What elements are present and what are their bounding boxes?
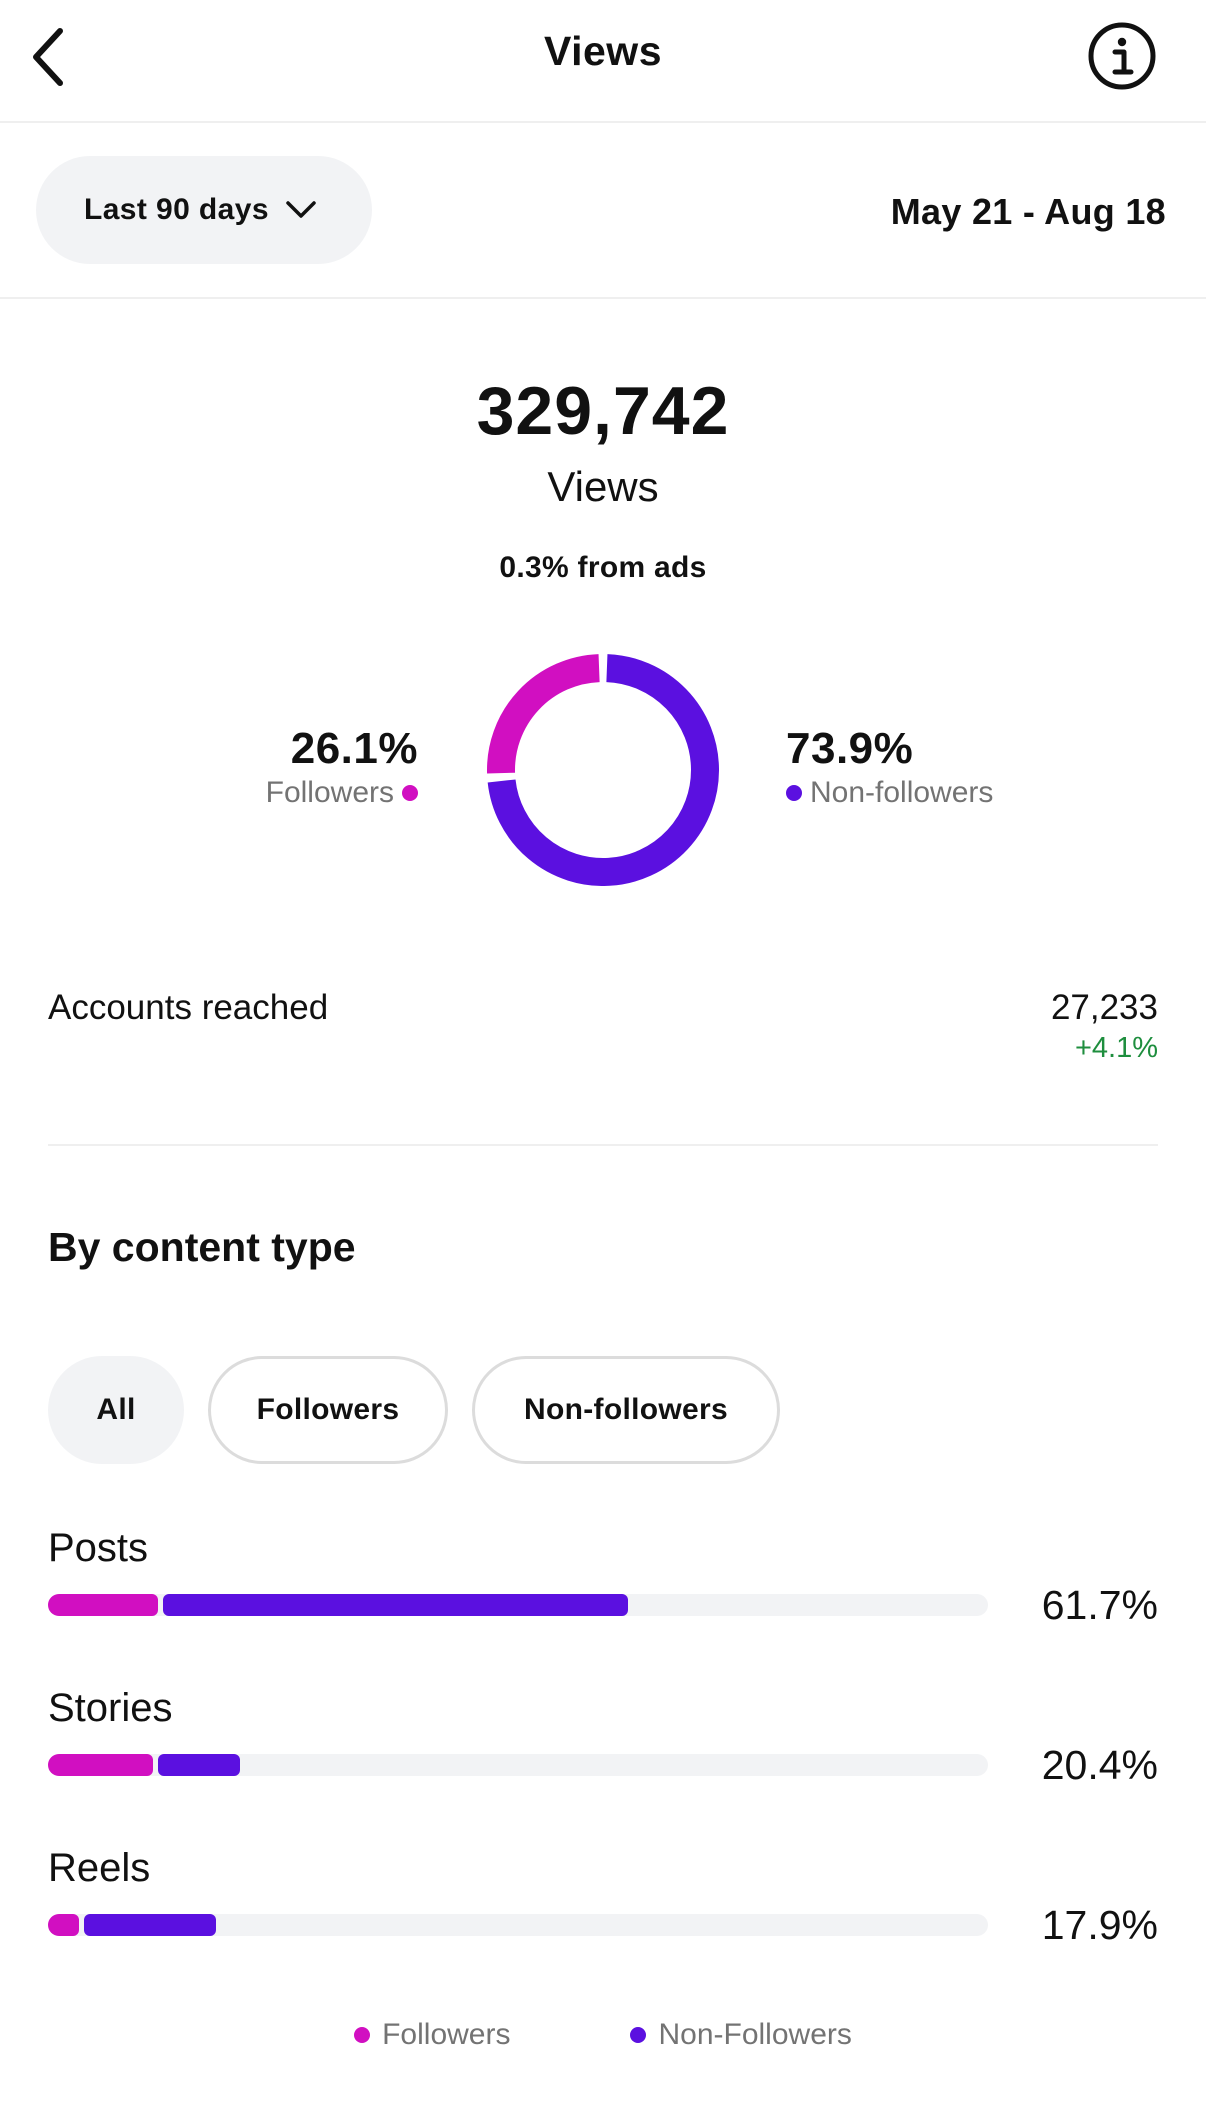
info-button[interactable] [1086, 20, 1158, 92]
total-views-value: 329,742 [476, 373, 730, 449]
accounts-reached-row[interactable]: Accounts reached 27,233 +4.1% [48, 982, 1158, 1082]
chevron-down-icon [286, 201, 316, 218]
legend-nonfollowers-dot-icon [630, 2027, 647, 2043]
legend-followers: Followers [354, 2018, 510, 2052]
legend-followers-label: Followers [382, 2018, 511, 2051]
legend-nonfollowers-label: Non-Followers [658, 2018, 852, 2051]
donut-nonfollowers-segment [487, 654, 719, 886]
followers-split-label: Followers [266, 776, 418, 810]
content-row-reels[interactable]: Reels 17.9% [48, 1846, 1158, 1986]
accounts-reached-change: +4.1% [1074, 1032, 1158, 1064]
content-type-title: By content type [48, 1224, 356, 1270]
followers-split: 26.1% Followers [266, 724, 418, 810]
date-range-dropdown[interactable]: Last 90 days [36, 156, 372, 264]
top-bar: Views [0, 0, 1206, 123]
total-views-label: Views [547, 463, 659, 510]
legend-followers-dot-icon [354, 2027, 371, 2043]
date-filter-row: Last 90 days May 21 - Aug 18 [0, 123, 1206, 299]
content-row-percentage: 61.7% [1041, 1582, 1158, 1628]
nonfollowers-split: 73.9% Non-followers [786, 724, 993, 810]
content-row-name: Stories [48, 1686, 173, 1730]
followers-bar [48, 1754, 154, 1776]
content-row-stories[interactable]: Stories 20.4% [48, 1686, 1158, 1826]
nonfollowers-bar [162, 1594, 628, 1616]
content-row-name: Posts [48, 1526, 149, 1570]
content-row-percentage: 17.9% [1041, 1902, 1158, 1948]
chevron-left-icon [33, 28, 63, 86]
accounts-reached-label: Accounts reached [48, 988, 329, 1027]
audience-filter-tabs: All Followers Non-followers [48, 1356, 780, 1464]
content-bar-track [48, 1594, 988, 1616]
ads-percentage-note: 0.3% from ads [499, 551, 707, 584]
followers-bar [48, 1914, 80, 1936]
followers-label: Followers [265, 776, 394, 809]
content-row-name: Reels [48, 1846, 151, 1890]
section-divider [48, 1144, 1158, 1146]
followers-bar [48, 1594, 158, 1616]
date-range-dropdown-label: Last 90 days [84, 193, 269, 226]
nonfollowers-dot-icon [786, 785, 802, 801]
accounts-reached-value: 27,233 [1050, 988, 1158, 1027]
nonfollowers-bar [84, 1914, 217, 1936]
followers-dot-icon [402, 785, 418, 801]
nonfollowers-split-label: Non-followers [786, 776, 993, 810]
nonfollowers-percentage: 73.9% [786, 724, 914, 773]
tab-non-followers[interactable]: Non-followers [472, 1356, 780, 1464]
followers-percentage: 26.1% [290, 724, 418, 773]
content-row-percentage: 20.4% [1041, 1742, 1158, 1788]
tab-all[interactable]: All [48, 1356, 184, 1464]
bar-legend: Followers Non-Followers [0, 2018, 1206, 2052]
nonfollowers-label: Non-followers [810, 776, 994, 809]
date-range-text: May 21 - Aug 18 [890, 191, 1166, 232]
nonfollowers-bar [158, 1754, 240, 1776]
tab-followers[interactable]: Followers [208, 1356, 448, 1464]
page-title: Views [544, 28, 662, 74]
info-icon [1088, 22, 1156, 90]
content-bar-track [48, 1914, 988, 1936]
back-button[interactable] [18, 22, 78, 92]
donut-followers-segment [487, 654, 601, 774]
views-donut-chart [487, 654, 719, 886]
legend-nonfollowers: Non-Followers [630, 2018, 852, 2052]
content-row-posts[interactable]: Posts 61.7% [48, 1526, 1158, 1666]
content-bar-track [48, 1754, 988, 1776]
